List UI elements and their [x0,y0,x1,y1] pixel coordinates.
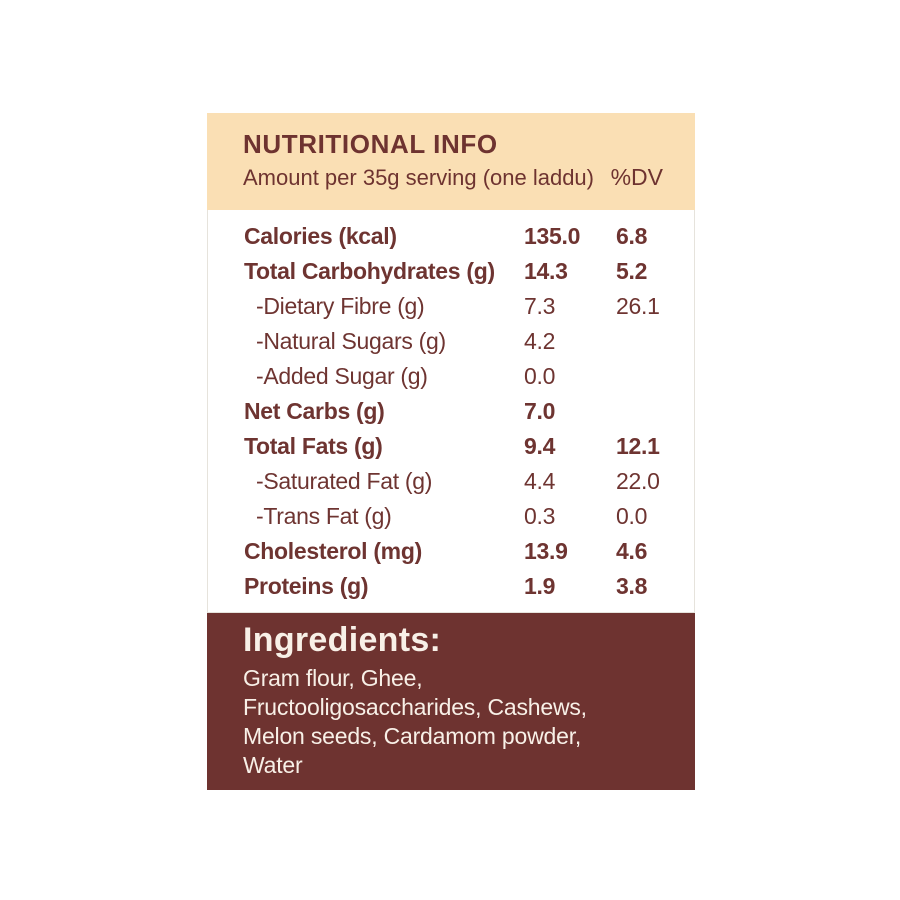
nutrition-label: NUTRITIONAL INFO Amount per 35g serving … [207,113,695,790]
serving-size-text: Amount per 35g serving (one laddu) [243,165,594,190]
row-label: Calories (kcal) [244,223,397,249]
nutrition-table-body: Calories (kcal) 135.0 6.8 Total Carbohydrat… [244,219,662,604]
ingredients-section: Ingredients: Gram flour, Ghee, Fructoolig… [207,613,695,790]
row-label: -Saturated Fat (g) [256,468,433,494]
row-value: 0.3 [524,503,556,529]
row-value: 7.0 [524,398,556,424]
row-label: Net Carbs (g) [244,398,385,424]
row-label: Proteins (g) [244,573,369,599]
row-label: Cholesterol (mg) [244,538,422,564]
row-label: -Added Sugar (g) [256,363,428,389]
ingredient-line: Gram flour, Ghee, [243,665,423,691]
table-row: Calories (kcal) 135.0 6.8 [244,219,662,254]
row-dv: 0.0 [616,503,648,529]
row-dv: 4.6 [616,538,648,564]
nutrition-table: Calories (kcal) 135.0 6.8 Total Carbohydrat… [207,210,695,613]
table-row: -Dietary Fibre (g) 7.3 26.1 [244,289,662,324]
table-row: Proteins (g) 1.9 3.8 [244,569,662,604]
serving-row: Amount per 35g serving (one laddu) %DV [243,164,663,191]
ingredient-line: Water [243,752,303,778]
table-row: Net Carbs (g) 7.0 [244,394,662,429]
row-label: Total Carbohydrates (g) [244,258,495,284]
table-row: -Saturated Fat (g) 4.4 22.0 [244,464,662,499]
ingredient-line: Fructooligosaccharides, Cashews, [243,694,587,720]
table-row: Total Fats (g) 9.4 12.1 [244,429,662,464]
row-dv: 3.8 [616,573,648,599]
ingredients-heading: Ingredients: [243,621,442,659]
nutrition-title: NUTRITIONAL INFO [243,129,498,159]
row-dv: 6.8 [616,223,648,249]
table-row: -Trans Fat (g) 0.3 0.0 [244,499,662,534]
row-label: -Dietary Fibre (g) [256,293,425,319]
table-row: -Natural Sugars (g) 4.2 [244,324,662,359]
row-value: 13.9 [524,538,568,564]
row-dv: 5.2 [616,258,648,284]
dv-column-header: %DV [610,164,663,190]
row-label: -Trans Fat (g) [256,503,392,529]
row-value: 7.3 [524,293,556,319]
table-row: -Added Sugar (g) 0.0 [244,359,662,394]
table-row: Total Carbohydrates (g) 14.3 5.2 [244,254,662,289]
row-dv: 12.1 [616,433,660,459]
row-value: 4.4 [524,468,556,494]
row-label: -Natural Sugars (g) [256,328,446,354]
ingredient-line: Melon seeds, Cardamom powder, [243,723,582,749]
ingredients-text: Gram flour, Ghee, Fructooligosaccharides,… [243,664,663,780]
row-dv: 22.0 [616,468,660,494]
row-label: Total Fats (g) [244,433,383,459]
row-value: 135.0 [524,223,581,249]
row-value: 14.3 [524,258,568,284]
row-value: 9.4 [524,433,556,459]
row-value: 4.2 [524,328,556,354]
table-row: Cholesterol (mg) 13.9 4.6 [244,534,662,569]
row-value: 0.0 [524,363,556,389]
row-value: 1.9 [524,573,556,599]
row-dv: 26.1 [616,293,660,319]
nutrition-header: NUTRITIONAL INFO Amount per 35g serving … [207,113,695,210]
